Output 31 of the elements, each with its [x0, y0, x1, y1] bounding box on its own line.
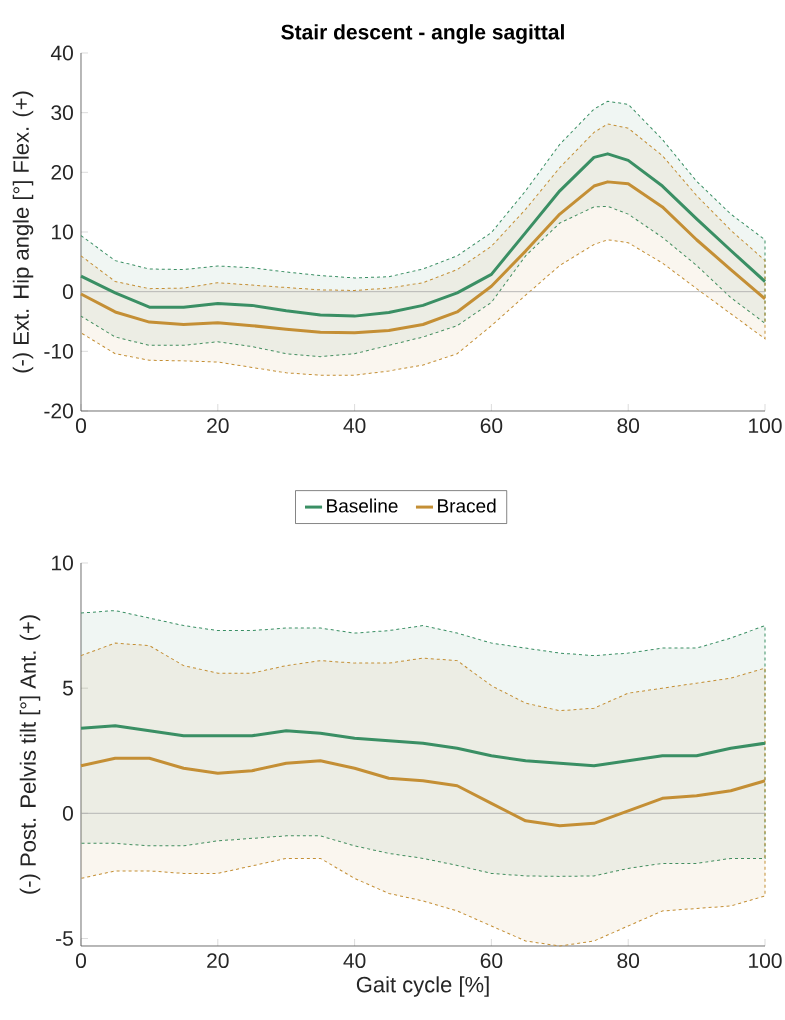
y-tick-label: 0 — [62, 805, 73, 821]
x-tick-label: 100 — [749, 953, 782, 969]
x-tick-label: 20 — [207, 418, 229, 434]
y-tick-label: 5 — [62, 680, 73, 696]
x-axis-title: Gait cycle [%] — [356, 976, 489, 997]
x-tick-label: 40 — [343, 953, 366, 969]
y-axis-title: (-) Post. Pelvis tilt [°] Ant. (+) — [19, 615, 41, 894]
y-tick-label: 20 — [51, 164, 73, 180]
y-tick-label: 40 — [50, 45, 73, 61]
x-tick-label: 60 — [480, 953, 503, 969]
x-tick-label: 80 — [617, 953, 640, 969]
x-tick-label: 80 — [617, 418, 640, 434]
x-tick-label: 100 — [749, 418, 782, 434]
x-tick-label: 0 — [75, 953, 87, 969]
y-tick-label: 30 — [51, 105, 73, 121]
y-tick-label: -20 — [44, 403, 73, 419]
y-tick-label: -5 — [56, 931, 73, 946]
line-series — [79, 152, 767, 318]
chart-title: Stair descent - angle sagittal — [281, 24, 564, 44]
x-tick-label: 60 — [480, 418, 503, 434]
line-series — [79, 180, 767, 335]
y-tick-label: 0 — [62, 284, 73, 300]
x-tick-label: 0 — [75, 418, 87, 434]
legend-label: Baseline — [327, 498, 398, 513]
x-tick-label: 20 — [207, 953, 229, 969]
y-tick-label: -10 — [44, 343, 73, 359]
legend-label: Braced — [438, 498, 496, 513]
y-tick-label: 10 — [52, 555, 73, 571]
x-tick-label: 40 — [343, 418, 366, 434]
y-axis-title: (-) Ext. Hip angle [°] Flex. (+) — [12, 91, 34, 373]
y-tick-label: 10 — [52, 224, 73, 240]
